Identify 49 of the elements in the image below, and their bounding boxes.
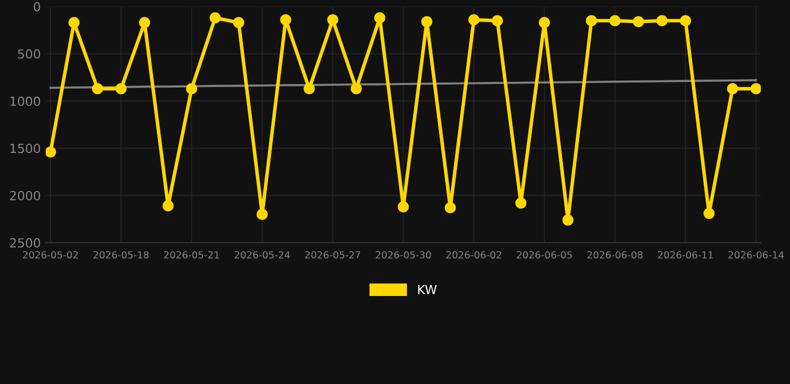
x-tick-label: 2026-06-08 [587,251,643,259]
point [139,17,150,28]
x-tick-label: 2026-06-11 [658,251,713,259]
point [327,14,338,26]
point [515,197,526,209]
point [750,83,761,94]
x-tick-label: 2026-05-02 [22,251,78,259]
y-tick-label: 1000 [10,96,40,106]
point [116,83,127,94]
x-tick-label: 2026-05-21 [164,251,219,259]
point [421,16,432,28]
y-tick-label: 500 [18,49,40,59]
point [256,208,268,220]
point [350,83,362,94]
y-tick-label: 2500 [10,238,40,248]
y-tick-label: 2000 [10,190,40,200]
point [538,17,550,28]
x-tick-label: 2026-05-24 [234,251,290,259]
point [210,12,221,24]
point [68,17,80,28]
x-tick-label: 2026-05-27 [305,251,360,259]
point [609,15,621,26]
point [656,15,668,26]
point [632,16,644,28]
point [703,208,715,219]
x-tick-label: 2026-06-05 [516,251,572,259]
point [162,200,174,212]
point [398,201,409,212]
point [46,146,56,158]
x-tick-label: 2026-05-30 [376,251,431,259]
point [492,15,503,26]
x-tick-label: 2026-05-18 [94,251,149,259]
point [186,83,198,94]
y-tick-label: 1500 [10,144,40,154]
point [233,17,244,28]
y-tick-label: 0 [34,2,40,12]
legend-label: KW [418,285,437,294]
point [304,83,315,94]
point [92,83,104,94]
point [280,14,292,26]
point [468,14,480,26]
x-tick-label: 2026-06-14 [728,251,784,259]
point [562,214,574,226]
point [374,12,386,24]
point [444,202,456,214]
point [726,83,738,94]
point [586,15,597,26]
point [680,15,692,26]
x-tick-label: 2026-06-02 [446,251,502,259]
